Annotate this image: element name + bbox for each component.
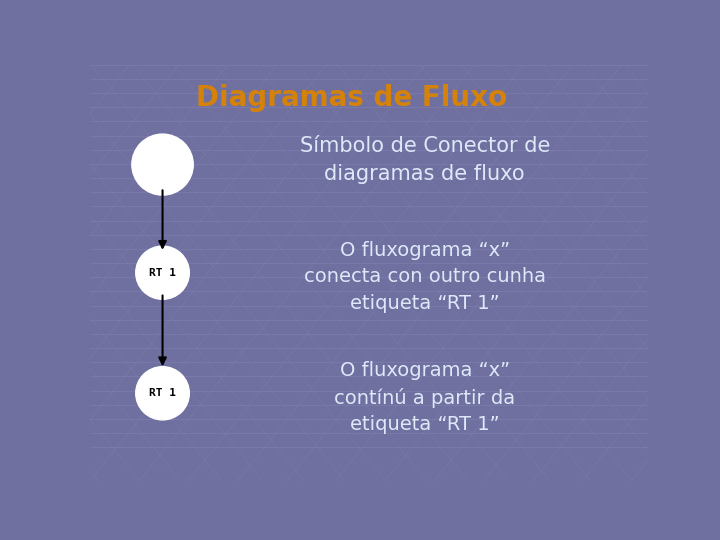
Text: Diagramas de Fluxo: Diagramas de Fluxo [196,84,507,112]
Text: RT 1: RT 1 [149,268,176,278]
Ellipse shape [136,246,189,299]
Text: O fluxograma “x”
conecta con outro cunha
etiqueta “RT 1”: O fluxograma “x” conecta con outro cunha… [304,241,546,313]
Text: Símbolo de Conector de
diagramas de fluxo: Símbolo de Conector de diagramas de flux… [300,137,550,185]
Text: O fluxograma “x”
contínú a partir da
etiqueta “RT 1”: O fluxograma “x” contínú a partir da eti… [334,361,516,434]
Ellipse shape [132,134,193,195]
Text: RT 1: RT 1 [149,388,176,399]
Ellipse shape [136,367,189,420]
